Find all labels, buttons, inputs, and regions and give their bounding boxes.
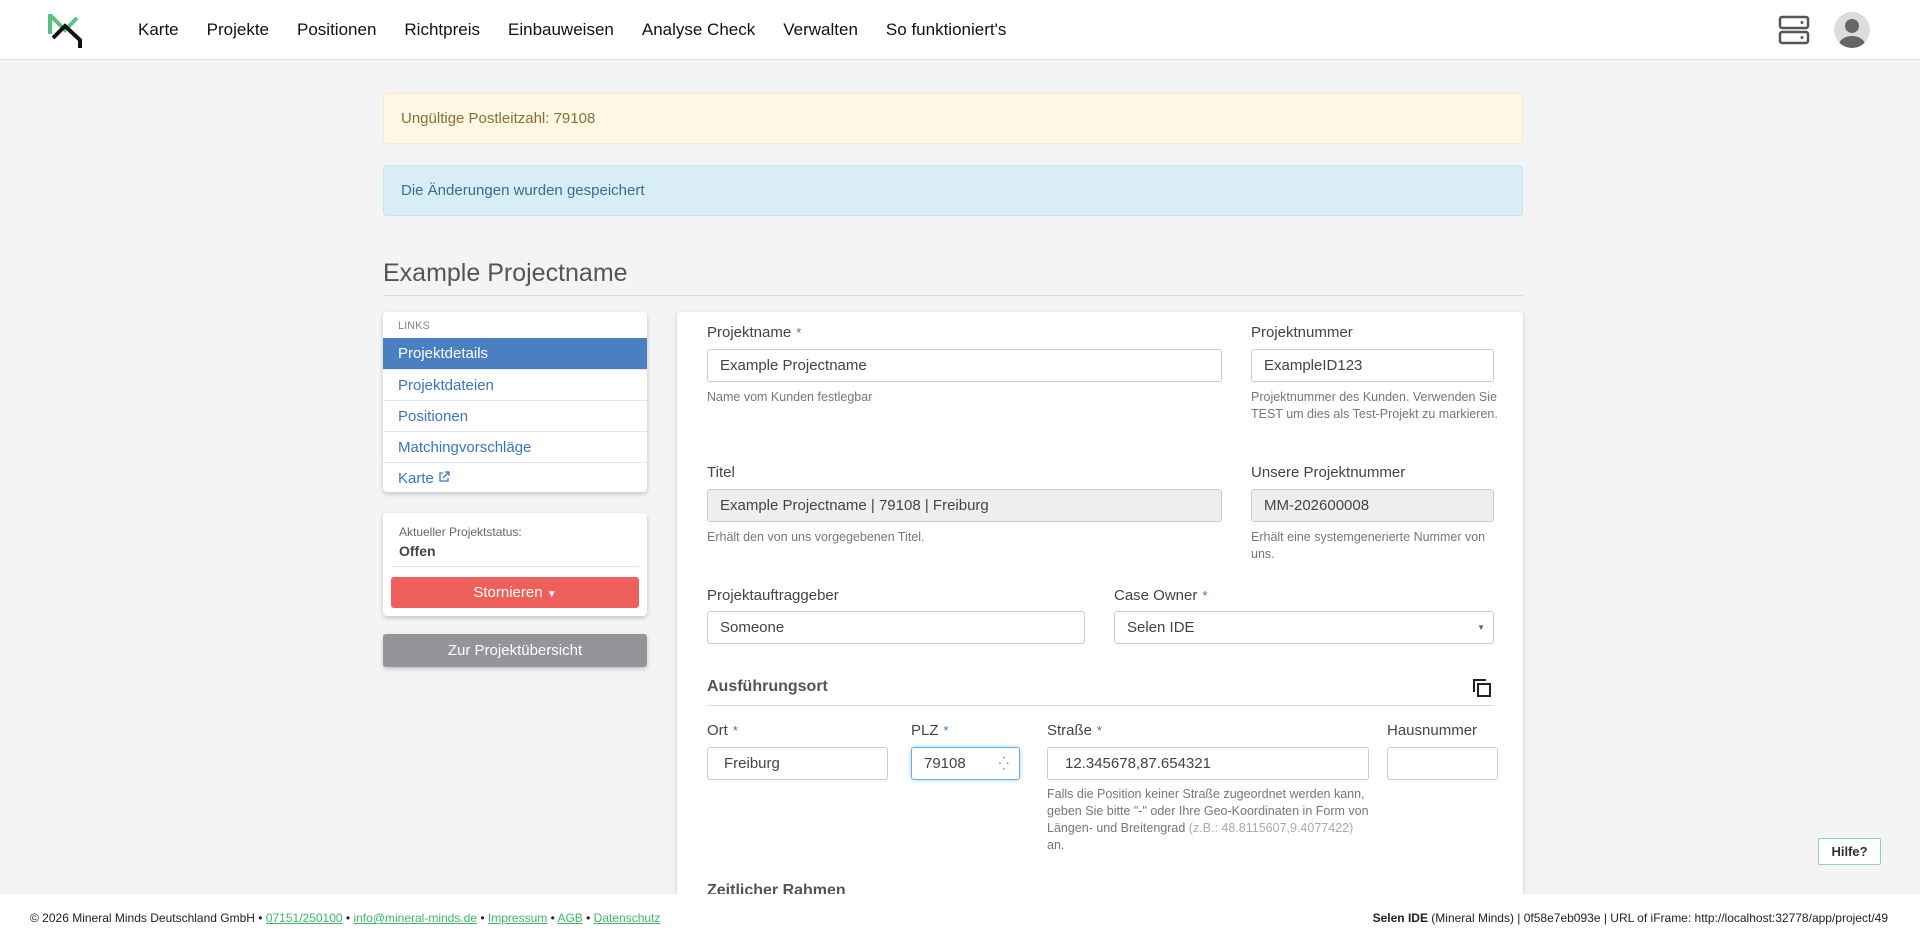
divider [391,566,639,567]
caret-down-icon: ▼ [546,589,557,600]
plz-value: 79108 [924,755,966,772]
agb-link[interactable]: AGB [557,911,583,925]
status-panel: Aktueller Projektstatus: Offen Storniere… [383,513,647,616]
projektauftraggeber-input[interactable]: Someone [707,611,1085,644]
hausnummer-input[interactable] [1387,747,1498,780]
nav-karte[interactable]: Karte [138,20,179,39]
help-button[interactable]: Hilfe? [1818,838,1881,865]
divider [707,705,1494,706]
footer-user: Selen IDE [1372,911,1428,925]
ausfuehrungsort-heading: Ausführungsort [707,678,828,695]
status-value: Offen [399,543,436,559]
nav-richtpreis[interactable]: Richtpreis [404,20,480,39]
titel-help: Erhält den von uns vorgegebenen Titel. [707,530,925,544]
footer: © 2026 Mineral Minds Deutschland GmbH • … [0,894,1920,943]
case-owner-value: Selen IDE [1127,619,1195,636]
server-icon[interactable] [1778,15,1810,45]
phone-link[interactable]: 07151/250100 [265,911,343,925]
titel-input: Example Projectname | 79108 | Freiburg [707,489,1222,522]
case-owner-label: Case Owner * [1114,587,1208,604]
nav-analyse-check[interactable]: Analyse Check [641,20,756,39]
nav-projekte[interactable]: Projekte [206,20,270,39]
top-navbar: Karte Projekte Positionen Richtpreis Ein… [0,0,1920,60]
info-alert: Die Änderungen wurden gespeichert [383,165,1523,216]
strasse-help: Falls die Position keiner Straße zugeord… [1047,787,1369,852]
nav-einbauweisen[interactable]: Einbauweisen [508,20,614,39]
copy-icon[interactable] [1471,677,1493,699]
impressum-link[interactable]: Impressum [487,911,548,925]
unsere-projektnummer-input: MM-202600008 [1251,489,1494,522]
zur-projektuebersicht-button[interactable]: Zur Projektübersicht [383,634,647,667]
loading-spinner-icon: ⁛ [998,756,1009,771]
plz-input[interactable]: 79108 ⁛ [911,747,1020,780]
links-header: LINKS [398,320,430,332]
ort-label: Ort * [707,722,738,739]
nav-positionen[interactable]: Positionen [297,20,377,39]
nav-verwalten[interactable]: Verwalten [783,20,858,39]
page-title: Example Projectname [383,259,628,287]
links-panel: LINKS Projektdetails Projektdateien Posi… [383,312,647,492]
unsere-projektnummer-help: Erhält eine systemgenerierte Nummer von … [1251,530,1486,561]
plz-label: PLZ * [911,722,949,739]
footer-info: (Mineral Minds) | 0f58e7eb093e | URL of … [1427,911,1888,925]
titel-label: Titel [707,464,735,481]
warning-alert: Ungültige Postleitzahl: 79108 [383,93,1523,144]
stornieren-label: Stornieren [473,584,543,601]
sidebar-item-matchingvorschlaege[interactable]: Matchingvorschläge [383,431,647,462]
caret-down-icon: ▼ [1477,623,1485,632]
sidebar-item-projektdateien[interactable]: Projektdateien [383,369,647,400]
nav-so-funktionierts[interactable]: So funktioniert's [885,20,1007,39]
projektauftraggeber-label: Projektauftraggeber [707,587,839,604]
external-link-icon [439,471,450,482]
sidebar-item-projektdetails[interactable]: Projektdetails [383,338,647,369]
strasse-label: Straße * [1047,722,1103,739]
unsere-projektnummer-label: Unsere Projektnummer [1251,464,1406,481]
divider [383,295,1523,296]
sidebar-item-positionen[interactable]: Positionen [383,400,647,431]
projektnummer-input[interactable]: ExampleID123 [1251,349,1494,382]
case-owner-select[interactable]: Selen IDE ▼ [1114,611,1494,644]
datenschutz-link[interactable]: Datenschutz [593,911,661,925]
mineral-minds-logo[interactable] [47,12,85,48]
copyright: © 2026 Mineral Minds Deutschland GmbH [30,911,255,925]
status-label: Aktueller Projektstatus: [399,525,522,539]
projektnummer-help: Projektnummer des Kunden. Verwenden Sie … [1251,390,1498,421]
projektname-help: Name vom Kunden festlegbar [707,390,873,404]
user-avatar[interactable] [1834,12,1870,48]
projektname-input[interactable]: Example Projectname [707,349,1222,382]
strasse-input[interactable]: 12.345678,87.654321 [1047,747,1369,780]
ort-input[interactable]: Freiburg [707,747,888,780]
projektnummer-label: Projektnummer [1251,324,1353,341]
sidebar-item-label: Karte [398,470,434,487]
sidebar-item-karte[interactable]: Karte [383,462,647,493]
stornieren-button[interactable]: Stornieren ▼ [391,577,639,608]
hausnummer-label: Hausnummer [1387,722,1478,739]
email-link[interactable]: info@mineral-minds.de [353,911,478,925]
projektname-label: Projektname * [707,324,802,341]
